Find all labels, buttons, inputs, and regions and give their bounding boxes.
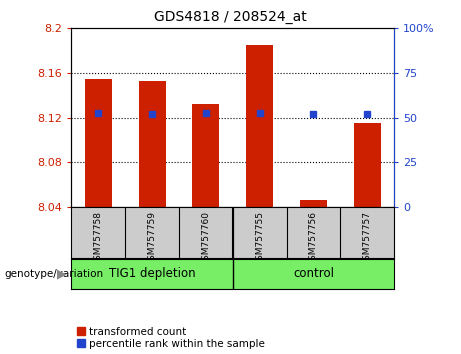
Text: GDS4818 / 208524_at: GDS4818 / 208524_at — [154, 10, 307, 24]
Text: GSM757755: GSM757755 — [255, 211, 264, 266]
Text: GSM757758: GSM757758 — [94, 211, 103, 266]
Text: ▶: ▶ — [57, 267, 67, 280]
Bar — [139, 81, 165, 207]
Bar — [246, 45, 273, 207]
Bar — [300, 200, 327, 207]
Text: GSM757759: GSM757759 — [148, 211, 157, 266]
Bar — [85, 79, 112, 207]
Text: GSM757756: GSM757756 — [309, 211, 318, 266]
Text: GSM757757: GSM757757 — [363, 211, 372, 266]
Legend: transformed count, percentile rank within the sample: transformed count, percentile rank withi… — [77, 327, 265, 349]
Text: TIG1 depletion: TIG1 depletion — [109, 267, 195, 280]
Bar — [354, 123, 381, 207]
Text: GSM757760: GSM757760 — [201, 211, 210, 266]
Text: control: control — [293, 267, 334, 280]
Bar — [193, 104, 219, 207]
Text: genotype/variation: genotype/variation — [5, 269, 104, 279]
